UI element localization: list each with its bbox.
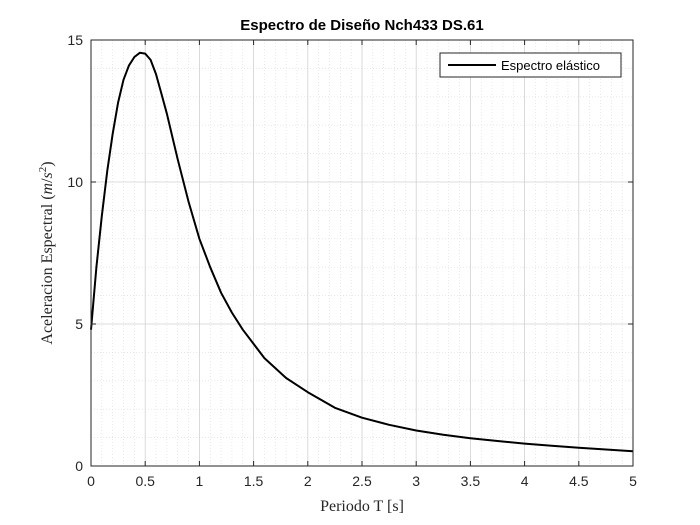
tick-labels: 0 0.5 1 1.5 2 2.5 3 3.5 4 4.5 5 0 5 10 15 [67, 32, 637, 489]
legend-label: Espectro elástico [501, 58, 600, 73]
x-axis-label: Periodo T [s] [320, 498, 404, 515]
ticks [90, 39, 634, 467]
x-tick-label: 2 [304, 473, 312, 489]
x-tick-label: 0 [87, 473, 95, 489]
x-tick-label: 1.5 [244, 473, 264, 489]
x-tick-label: 5 [629, 473, 637, 489]
y-tick-label: 5 [75, 316, 83, 332]
y-axis-label-unit-s: s [39, 172, 56, 178]
y-tick-label: 15 [67, 32, 83, 48]
y-axis-label: Aceleracion Espectral (m/s2) [37, 161, 56, 344]
y-axis-label-unit-exp: 2 [37, 167, 49, 173]
y-tick-label: 10 [67, 174, 83, 190]
series-line-espectro-elastico [90, 51, 634, 453]
y-axis-label-close: ) [39, 161, 56, 166]
y-axis-label-unit-slash: / [39, 178, 56, 183]
y-tick-label: 0 [75, 458, 83, 474]
x-tick-label: 3.5 [461, 473, 481, 489]
legend: Espectro elástico [439, 52, 622, 78]
x-tick-label: 3 [412, 473, 420, 489]
y-axis-label-main: Aceleracion Espectral ( [39, 194, 56, 344]
series-group [90, 51, 634, 453]
x-tick-label: 0.5 [135, 473, 155, 489]
x-tick-label: 2.5 [352, 473, 372, 489]
chart-title: Espectro de Diseño Nch433 DS.61 [240, 17, 483, 34]
x-tick-label: 1 [196, 473, 204, 489]
x-tick-label: 4 [521, 473, 529, 489]
y-axis-label-unit-m: m [39, 183, 56, 195]
x-tick-label: 4.5 [569, 473, 589, 489]
